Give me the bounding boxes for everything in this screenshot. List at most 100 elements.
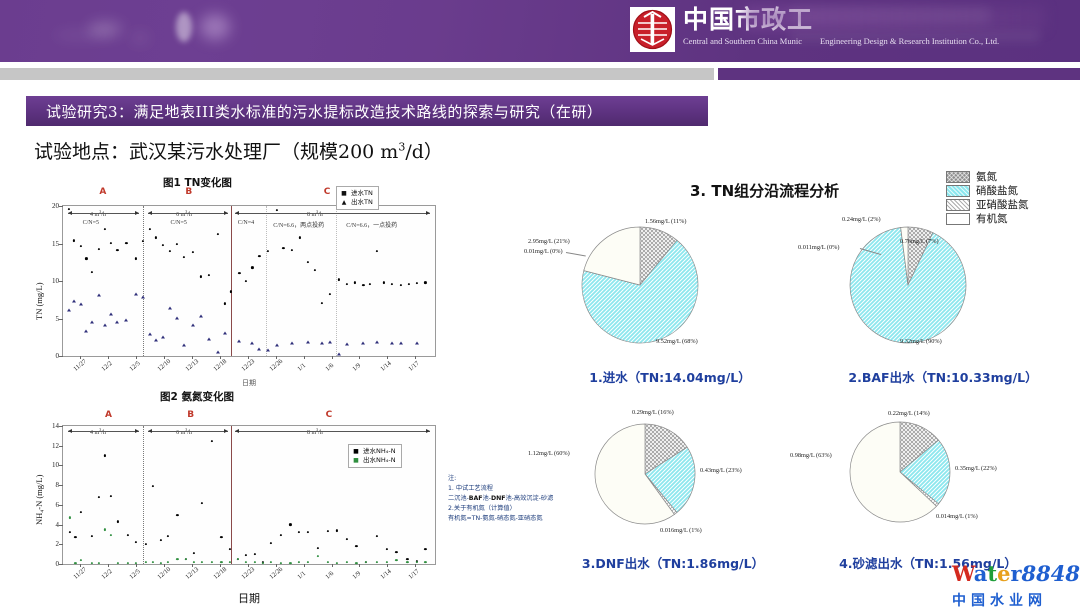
data-point	[424, 548, 427, 551]
header-blur-overlay	[745, 6, 1045, 30]
data-point	[382, 281, 386, 284]
data-point	[353, 281, 357, 284]
data-point	[279, 534, 282, 537]
phase-range-arrow	[148, 429, 228, 433]
subtitle-suffix: /d）	[405, 141, 443, 163]
notes-line-1: 1. 中试工艺流程	[448, 485, 493, 492]
data-point	[220, 536, 223, 539]
pie-chart-pie1	[581, 226, 699, 344]
x-tick-mark	[163, 564, 165, 567]
x-tick-label: 11/27	[72, 566, 88, 581]
pie-slice-有机氮	[849, 421, 937, 523]
company-name-en-part2: Engineering Design & Research Institutio…	[819, 36, 1000, 46]
data-point	[167, 306, 172, 310]
data-point	[207, 273, 211, 277]
y-tick-label: 6	[55, 500, 60, 509]
data-point	[369, 282, 372, 286]
x-tick-label: 12/10	[156, 565, 172, 581]
data-point	[147, 332, 152, 335]
legend-label: 出水TN	[351, 198, 373, 206]
data-point	[307, 261, 310, 264]
data-point	[66, 308, 71, 312]
company-name-en-part1: Central and Southern China Munic	[683, 36, 802, 46]
pie-legend-item: 硝酸盐氮	[946, 184, 1029, 198]
pie-slice-annotation: 1.56mg/L (11%)	[645, 218, 687, 225]
data-point	[345, 282, 348, 286]
x-tick-label: 12/23	[239, 357, 256, 373]
x-tick-label: 12/13	[183, 565, 200, 581]
data-point	[269, 560, 273, 564]
data-point	[201, 501, 204, 504]
data-point	[210, 560, 213, 564]
notes-line2-post: 池-高效沉淀-砂滤	[505, 495, 554, 502]
pie-chart-pie4	[849, 421, 951, 523]
data-point	[375, 340, 380, 344]
data-point	[253, 560, 256, 564]
legend-item: ▲ 出水TN	[340, 198, 373, 207]
x-tick-label: 11/27	[72, 358, 88, 373]
pie-slice-annotation: 0.98mg/L (63%)	[790, 452, 832, 459]
x-tick-mark	[387, 564, 389, 567]
data-point	[97, 495, 100, 499]
data-point	[289, 561, 292, 565]
phase-range-arrow	[234, 429, 431, 433]
y-tick-label: 14	[52, 422, 59, 430]
figure2-x-axis-label: 日期	[238, 592, 260, 605]
data-point	[345, 560, 348, 564]
x-tick-mark	[359, 564, 361, 567]
data-point	[399, 283, 402, 286]
figure2-title: 图2 氨氮变化图	[160, 391, 234, 403]
header-smudge	[88, 22, 122, 36]
phase-separator	[142, 206, 144, 356]
pie-legend: 氨氮 硝酸盐氮 亚硝酸盐氮 有机氮	[946, 170, 1029, 226]
phase-range-arrow	[67, 429, 139, 433]
data-point	[238, 271, 241, 274]
x-tick-label: 12/18	[211, 565, 228, 581]
phase-separator	[231, 206, 233, 356]
pie-slice-annotation: 0.35mg/L (22%)	[955, 465, 997, 472]
data-point	[228, 548, 231, 551]
data-point	[406, 560, 409, 564]
pie-slice-氨氮	[644, 423, 688, 475]
x-tick-label: 1/17	[407, 359, 422, 373]
data-point	[267, 249, 270, 253]
x-tick-label: 1/14	[379, 567, 394, 581]
x-tick-label: 1/1	[295, 362, 307, 373]
data-point	[391, 282, 394, 286]
organic-swatch-icon	[946, 213, 970, 225]
x-tick-mark	[303, 356, 305, 359]
notes-header: 注:	[448, 475, 457, 482]
data-point	[74, 536, 77, 539]
data-point	[362, 283, 365, 286]
nitrate-swatch-icon	[946, 185, 970, 197]
data-point	[184, 557, 187, 561]
data-point	[307, 560, 310, 564]
data-point	[236, 557, 240, 561]
y-tick-mark	[59, 426, 63, 427]
data-point	[68, 531, 71, 534]
data-point	[289, 341, 294, 344]
data-point	[89, 320, 94, 324]
notes-line2-mid: 池-	[482, 495, 491, 502]
figure1-title: 图1 TN变化图	[163, 177, 232, 189]
phase-separator	[265, 206, 267, 356]
x-tick-label: 1/6	[323, 362, 335, 373]
ammonia-swatch-icon	[946, 171, 970, 183]
y-tick-mark	[59, 281, 63, 282]
x-tick-mark	[247, 564, 249, 567]
x-tick-mark	[191, 564, 193, 567]
data-point	[216, 232, 220, 235]
watermark: Water8848.com 中国水业网	[952, 563, 1080, 608]
x-tick-label: 1/17	[407, 567, 422, 581]
pie-slice-annotation: 0.016mg/L (1%)	[660, 527, 702, 534]
x-tick-label: 1/9	[351, 362, 363, 373]
data-point	[320, 341, 325, 345]
pie-slice-有机氮	[594, 423, 675, 525]
notes-block: 注: 1. 中试工艺流程 二沉池-BAF池-DNF池-高效沉淀-砂滤 2.关于有…	[448, 474, 580, 524]
data-point	[190, 323, 195, 326]
page-subtitle: 试验地点：武汉某污水处理厂（规模200 m3/d）	[34, 137, 443, 164]
data-point	[395, 551, 398, 554]
section-title-text: 试验研究3：满足地表III类水标准的污水提标改造技术路线的探索与研究（在研）	[46, 102, 603, 121]
y-tick-label: 12	[52, 441, 59, 450]
data-point	[207, 337, 212, 341]
